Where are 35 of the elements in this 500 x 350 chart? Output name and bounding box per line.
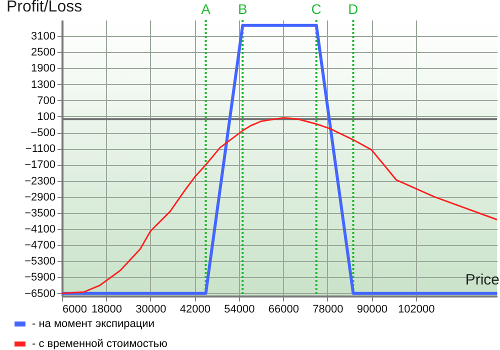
y-tick-label: −1100 bbox=[25, 143, 56, 156]
x-tick-label: 102000 bbox=[398, 304, 435, 316]
x-tick-label: 90000 bbox=[356, 304, 388, 316]
line-series bbox=[61, 117, 498, 294]
y-tick-label: −4700 bbox=[24, 240, 56, 252]
y-tick-label: −1700 bbox=[24, 159, 56, 172]
ref-line-label: B bbox=[238, 1, 248, 17]
x-tick-label: 78000 bbox=[312, 304, 344, 316]
y-tick-label: −5900 bbox=[24, 272, 56, 284]
ref-line-label: A bbox=[201, 1, 212, 17]
y-tick-label: −2900 bbox=[24, 191, 56, 204]
y-tick-label: −6500 bbox=[24, 288, 56, 300]
y-tick-label: 3100 bbox=[31, 30, 56, 43]
y-tick-label: −2300 bbox=[24, 175, 56, 188]
legend-label: - на момент экспирации bbox=[32, 318, 154, 330]
y-tick-label: 700 bbox=[37, 94, 56, 107]
x-tick-label: 42000 bbox=[180, 304, 211, 316]
x-tick-label: 30000 bbox=[136, 304, 166, 316]
y-tick-label: 1300 bbox=[31, 78, 56, 91]
legend-label: - с временной стоимостью bbox=[32, 338, 168, 350]
y-tick-label: −500 bbox=[30, 127, 56, 140]
x-tick-label: 18000 bbox=[91, 304, 122, 316]
y-axis-title: Profit/Loss bbox=[6, 0, 82, 16]
x-tick-label: 6000 bbox=[62, 304, 87, 316]
x-axis-title: Price bbox=[465, 272, 500, 288]
y-tick-label: 1900 bbox=[31, 62, 56, 75]
y-tick-label: 2500 bbox=[31, 46, 56, 59]
ref-line-label: C bbox=[311, 1, 322, 17]
y-tick-label: 100 bbox=[37, 110, 56, 123]
y-tick-label: −5300 bbox=[24, 256, 56, 268]
y-tick-label: −4100 bbox=[24, 224, 56, 236]
x-tick-label: 66000 bbox=[268, 304, 299, 316]
x-tick-label: 54000 bbox=[224, 304, 255, 316]
y-tick-label: −3500 bbox=[24, 207, 56, 220]
ref-line-label: D bbox=[348, 1, 358, 17]
